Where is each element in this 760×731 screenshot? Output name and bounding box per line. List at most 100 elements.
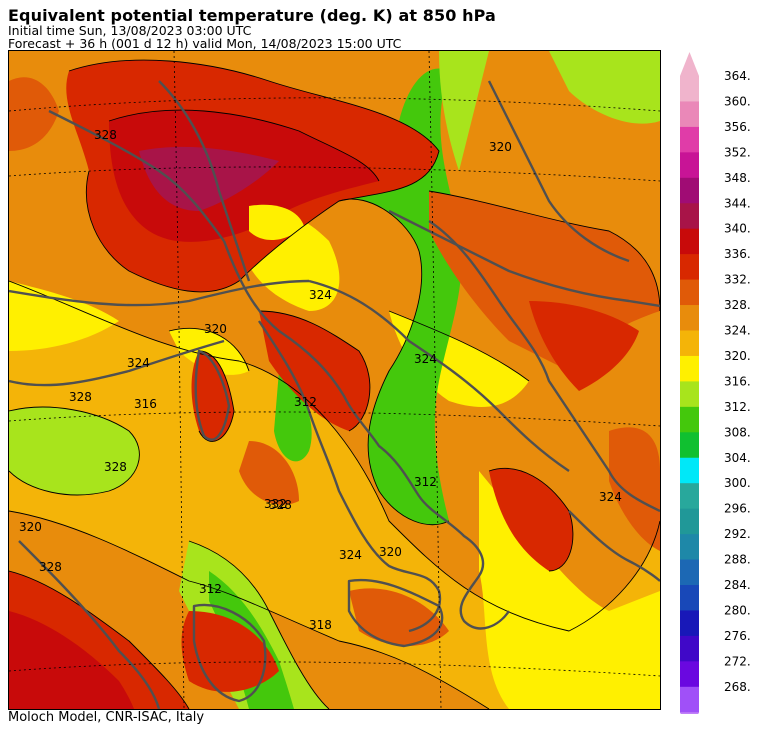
- colorbar-swatch: [680, 228, 699, 255]
- colorbar-label: 316.: [724, 374, 751, 388]
- colorbar-label: 292.: [724, 527, 751, 541]
- colorbar-swatch: [680, 152, 699, 179]
- region-336-greece: [489, 468, 573, 571]
- region-340-sw: [9, 611, 134, 709]
- contour-label: 320: [489, 140, 512, 154]
- contour-label: 320: [379, 545, 402, 559]
- colorbar-swatch: [680, 355, 699, 382]
- region-320-west: [9, 281, 119, 351]
- colorbar-swatch: [680, 254, 699, 281]
- colorbar-label: 328.: [724, 298, 751, 312]
- colorbar-swatch: [680, 585, 699, 611]
- colorbar-label: 360.: [724, 94, 751, 108]
- contour-label: 324: [599, 490, 622, 504]
- colorbar-label: 320.: [724, 349, 751, 363]
- region-324: [9, 281, 660, 709]
- colorbar-label: 336.: [724, 247, 751, 261]
- colorbar-label: 348.: [724, 171, 751, 185]
- colorbar-label: 364.: [724, 69, 751, 83]
- colorbar-label: 304.: [724, 451, 751, 465]
- contour-label: 312: [414, 475, 437, 489]
- region-344-alps: [139, 146, 279, 211]
- theta-e-map: 328 320 328 320 324 328 332 316 328 312 …: [8, 50, 661, 710]
- colorbar-label: 356.: [724, 120, 751, 134]
- region-316-ne: [549, 51, 660, 124]
- colorbar-label: 280.: [724, 603, 751, 617]
- contour-label: 312: [199, 582, 222, 596]
- initial-time: Initial time Sun, 13/08/2023 03:00 UTC: [8, 23, 252, 38]
- colorbar-label: 272.: [724, 654, 751, 668]
- colorbar-swatch: [680, 279, 699, 306]
- forecast-validity: Forecast + 36 h (001 d 12 h) valid Mon, …: [8, 36, 402, 51]
- region-332-sicily: [349, 588, 449, 646]
- colorbar-swatch: [680, 432, 699, 459]
- contour-label: 316: [134, 397, 157, 411]
- colorbar-swatch: [680, 508, 699, 535]
- region-332-nw: [9, 77, 59, 151]
- map-title: Equivalent potential temperature (deg. K…: [8, 6, 496, 25]
- model-credit: Moloch Model, CNR-ISAC, Italy: [8, 710, 205, 725]
- region-316-north: [439, 51, 489, 171]
- contour-label: 328: [69, 390, 92, 404]
- region-336-central-italy: [259, 311, 370, 431]
- colorbar-swatch: [680, 381, 699, 408]
- colorbar-swatch: [680, 661, 699, 688]
- colorbar-label: 296.: [724, 502, 751, 516]
- colorbar-swatch: [680, 406, 699, 433]
- colorbar-swatch: [680, 330, 699, 357]
- contour-label-group: 328 320 328 320 324 328 332 316 328 312 …: [19, 128, 622, 632]
- region-336-sardinia: [181, 611, 279, 692]
- coastlines: [9, 80, 660, 709]
- colorbar-swatch: [680, 177, 699, 204]
- map-canvas: 328 320 328 320 324 328 332 316 328 312 …: [9, 51, 660, 709]
- colorbar-label: 284.: [724, 578, 751, 592]
- contour-label: 328: [94, 128, 117, 142]
- colorbar-swatch: [680, 101, 699, 128]
- colorbar-swatch: [680, 203, 699, 230]
- region-332-east: [609, 427, 660, 551]
- colorbar-label: 308.: [724, 425, 751, 439]
- colorbar-swatch: [680, 483, 699, 510]
- region-320-ligurian: [169, 328, 249, 375]
- contour-label: 320: [204, 322, 227, 336]
- colorbar-label: 288.: [724, 553, 751, 567]
- region-336-corsica: [191, 351, 234, 442]
- contour-label: 324: [414, 352, 437, 366]
- colorbar-swatch: [680, 457, 699, 484]
- colorbar-label: 268.: [724, 680, 751, 694]
- contour-label: 324: [127, 356, 150, 370]
- colorbar-swatch: [680, 686, 699, 713]
- colorbar-swatch: [680, 635, 699, 662]
- graticule: [9, 51, 660, 709]
- colorbar-swatch: [680, 534, 699, 561]
- colorbar-label: 276.: [724, 629, 751, 643]
- colorbar-label: 352.: [724, 145, 751, 159]
- colorbar-label: 344.: [724, 196, 751, 210]
- colorbar-swatch: [680, 305, 699, 331]
- colorbar-label: 300.: [724, 476, 751, 490]
- contour-label: 312: [294, 395, 317, 409]
- region-314-ligurian: [274, 371, 312, 462]
- colorbar-top-arrow: [680, 52, 699, 76]
- colorbar-bottom-arrow: [680, 712, 699, 714]
- contour-label: 328: [269, 498, 292, 512]
- region-336-balkans: [529, 301, 639, 391]
- region-332-tyrrhenian: [239, 441, 299, 505]
- region-316-west: [9, 407, 140, 495]
- contour-label: 318: [309, 618, 332, 632]
- contour-label: 328: [39, 560, 62, 574]
- colorbar-swatch: [680, 610, 699, 637]
- contour-lines: [9, 59, 660, 709]
- colorbar-label: 324.: [724, 324, 751, 338]
- contour-label: 324: [339, 548, 362, 562]
- colorbar-label: 312.: [724, 400, 751, 414]
- contour-label: 324: [309, 288, 332, 302]
- contour-label: 320: [19, 520, 42, 534]
- colorbar-swatch: [680, 126, 699, 153]
- region-320-small: [249, 204, 304, 241]
- colorbar: 364. 360. 356. 352. 348. 344. 340. 336. 332. 328.…: [680, 52, 751, 714]
- contour-label: 332: [264, 497, 287, 511]
- colorbar-swatch: [680, 76, 699, 102]
- colorbar-label: 332.: [724, 273, 751, 287]
- colorbar-label: 340.: [724, 222, 751, 236]
